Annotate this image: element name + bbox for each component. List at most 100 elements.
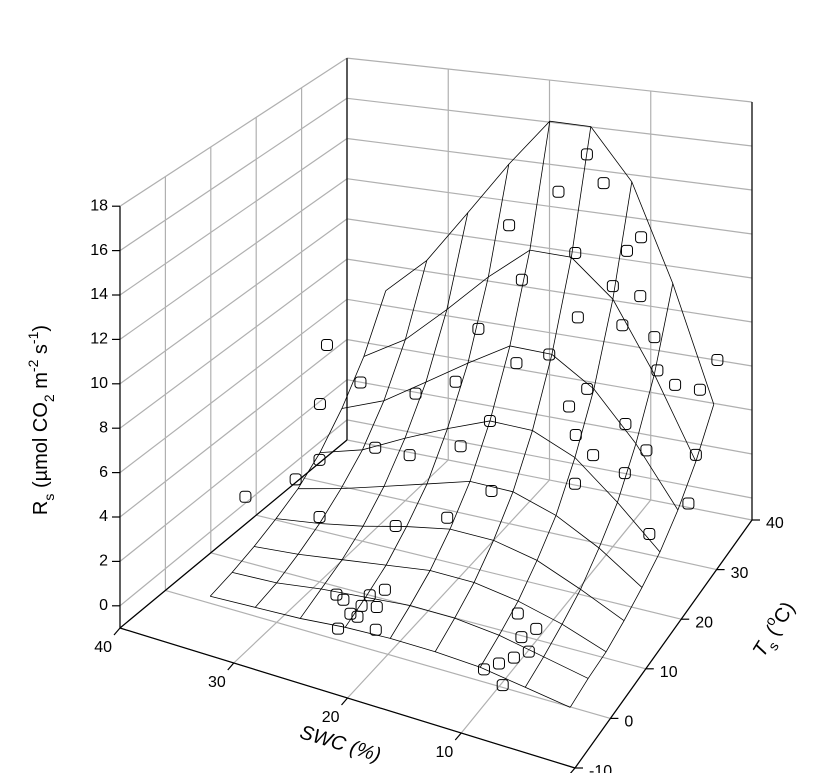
z-tick-label: 14 [90, 286, 108, 303]
tick-mark [454, 732, 462, 741]
data-point [543, 348, 556, 361]
data-point [472, 322, 485, 335]
data-point [441, 511, 454, 524]
data-point [378, 583, 391, 596]
data-point [552, 185, 565, 198]
data-point [403, 449, 416, 462]
label-part: -1 [25, 331, 41, 344]
label-part: (µmol CO [30, 402, 52, 494]
x-tick-label: 40 [94, 639, 112, 656]
grid [119, 57, 753, 769]
data-point [563, 400, 576, 413]
surface-line [569, 404, 715, 708]
label-part: s [41, 494, 57, 501]
x-tick-label: 20 [322, 709, 340, 726]
tick-mark [113, 627, 121, 636]
surface-line [479, 181, 633, 668]
z-tick-label: 12 [90, 331, 108, 348]
axis-edge [119, 439, 348, 629]
z-tick-label: 0 [99, 597, 108, 614]
data-point [597, 177, 610, 190]
data-point [313, 453, 326, 466]
surface [209, 120, 715, 708]
surface-line [209, 290, 387, 597]
z-tick-label: 6 [99, 464, 108, 481]
data-point [369, 623, 382, 636]
data-point [354, 376, 367, 389]
data-point [643, 528, 656, 541]
z-axis-label: Rs (µmol CO2 m-2 s-1) [25, 325, 57, 515]
data-point [507, 651, 520, 664]
surface-line [389, 121, 551, 639]
label-part: m [30, 372, 52, 394]
surface-line [434, 126, 592, 652]
tick-mark [227, 662, 235, 671]
data-point [369, 441, 382, 454]
data-point [635, 231, 648, 244]
data-point [619, 417, 632, 430]
data-point [693, 383, 706, 396]
data-point [313, 511, 326, 524]
data-point [449, 375, 462, 388]
surface-line [299, 212, 469, 619]
grid-line [119, 298, 348, 474]
x-tick-label: 30 [208, 674, 226, 691]
data-point [689, 448, 702, 461]
tick-mark [341, 697, 348, 706]
data-point [492, 657, 505, 670]
surface-line [524, 283, 674, 688]
data-point [363, 589, 376, 602]
y-tick-label: 20 [695, 614, 713, 631]
grid-line [119, 258, 348, 429]
data-point [313, 398, 326, 411]
data-point [640, 444, 653, 457]
data-point [320, 338, 333, 351]
label-part: 2 [41, 394, 57, 402]
z-tick-label: 18 [90, 197, 108, 214]
data-point [289, 473, 302, 486]
data-point [511, 607, 524, 620]
data-point [454, 440, 467, 453]
grid-line [256, 514, 682, 620]
data-point [477, 663, 490, 676]
grid-line [119, 97, 348, 252]
z-tick-label: 10 [90, 375, 108, 392]
data-point [569, 247, 582, 260]
data-point [522, 645, 535, 658]
data-point [515, 273, 528, 286]
data-point [581, 382, 594, 395]
grid-line [346, 439, 753, 521]
data-point [510, 357, 523, 370]
data-point [370, 601, 383, 614]
y-tick-label: -10 [589, 763, 612, 773]
data-point [496, 679, 509, 692]
y-tick-label: 0 [624, 714, 633, 731]
data-point [330, 588, 343, 601]
z-tick-label: 8 [99, 419, 108, 436]
data-point [389, 519, 402, 532]
y-tick-label: 30 [731, 565, 749, 582]
label-part: s [30, 344, 52, 360]
grid-line [347, 479, 550, 699]
data-point [571, 311, 584, 324]
data-point [651, 364, 664, 377]
data-point [409, 387, 422, 400]
data-point [618, 467, 631, 480]
data-point [344, 607, 357, 620]
grid-line [119, 57, 348, 207]
data-point [332, 622, 345, 635]
data-point [682, 497, 695, 510]
grid-line [119, 379, 348, 562]
grid-line [119, 178, 348, 340]
data-point [648, 331, 661, 344]
grid-line [165, 589, 611, 719]
label-part: -2 [25, 359, 41, 372]
y-tick-label: 10 [660, 664, 678, 681]
grid-line [119, 138, 348, 296]
z-tick-label: 4 [99, 508, 108, 525]
data-point [669, 378, 682, 391]
z-tick-label: 16 [90, 242, 108, 259]
